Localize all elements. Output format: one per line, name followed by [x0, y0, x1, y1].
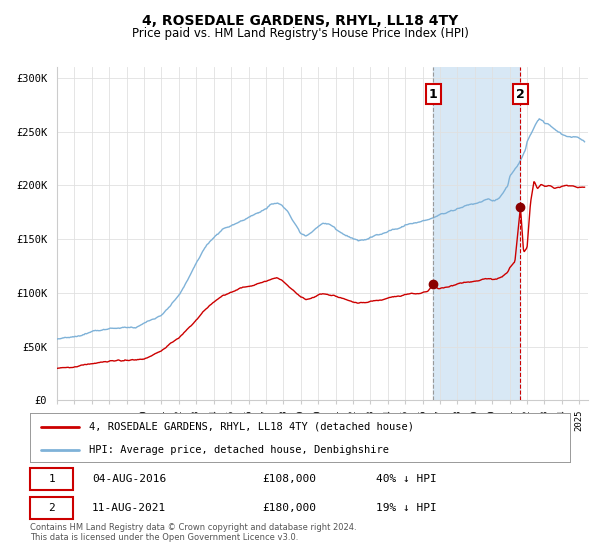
Bar — [433, 67, 520, 400]
Text: 4, ROSEDALE GARDENS, RHYL, LL18 4TY (detached house): 4, ROSEDALE GARDENS, RHYL, LL18 4TY (det… — [89, 422, 415, 432]
Text: 4, ROSEDALE GARDENS, RHYL, LL18 4TY: 4, ROSEDALE GARDENS, RHYL, LL18 4TY — [142, 14, 458, 28]
Text: HPI: Average price, detached house, Denbighshire: HPI: Average price, detached house, Denb… — [89, 445, 389, 455]
Text: £108,000: £108,000 — [262, 474, 316, 484]
Text: 2: 2 — [48, 503, 55, 514]
Text: £180,000: £180,000 — [262, 503, 316, 514]
Text: Contains HM Land Registry data © Crown copyright and database right 2024.: Contains HM Land Registry data © Crown c… — [30, 523, 356, 533]
Text: 2: 2 — [516, 87, 525, 101]
FancyBboxPatch shape — [30, 497, 73, 520]
Text: 1: 1 — [48, 474, 55, 484]
FancyBboxPatch shape — [30, 468, 73, 490]
Text: 40% ↓ HPI: 40% ↓ HPI — [376, 474, 436, 484]
Text: 19% ↓ HPI: 19% ↓ HPI — [376, 503, 436, 514]
Text: Price paid vs. HM Land Registry's House Price Index (HPI): Price paid vs. HM Land Registry's House … — [131, 27, 469, 40]
Text: 1: 1 — [428, 87, 437, 101]
Text: This data is licensed under the Open Government Licence v3.0.: This data is licensed under the Open Gov… — [30, 533, 298, 543]
Text: 11-AUG-2021: 11-AUG-2021 — [92, 503, 166, 514]
Text: 04-AUG-2016: 04-AUG-2016 — [92, 474, 166, 484]
